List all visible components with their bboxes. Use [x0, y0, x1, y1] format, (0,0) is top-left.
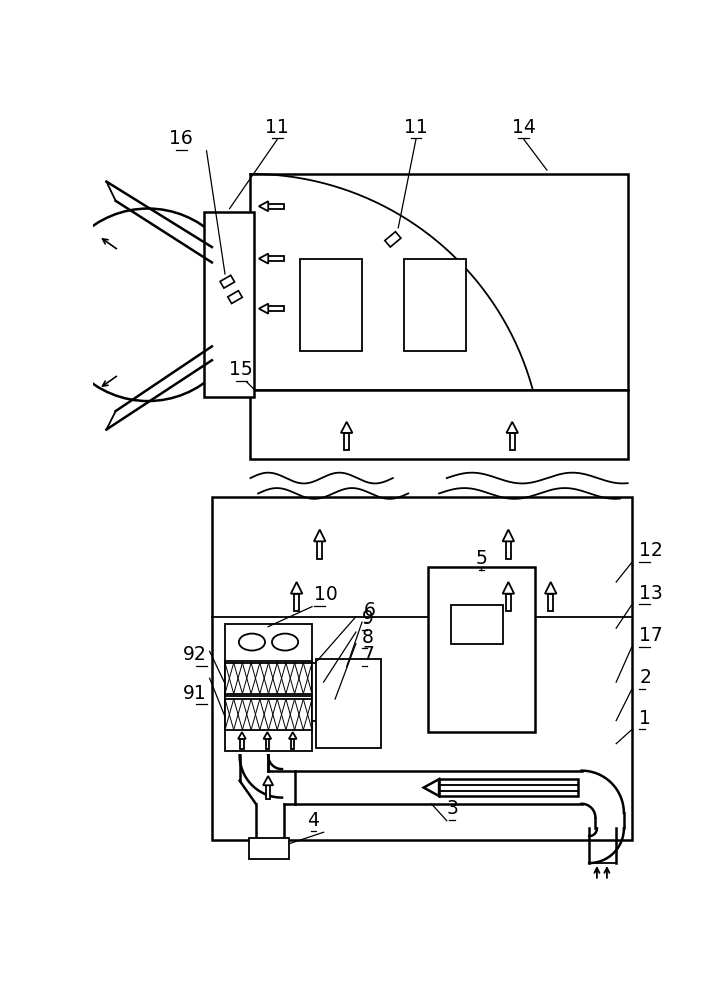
Ellipse shape [239, 634, 265, 651]
Bar [291, 739, 295, 749]
Polygon shape [263, 776, 273, 785]
Polygon shape [228, 291, 242, 304]
Bar [317, 541, 322, 559]
Text: 4: 4 [308, 811, 319, 830]
Bar [428, 567, 535, 732]
Circle shape [52, 209, 244, 401]
Polygon shape [220, 275, 234, 288]
Bar [404, 259, 466, 351]
Bar [212, 497, 632, 840]
Polygon shape [259, 304, 268, 314]
Bar [301, 259, 362, 351]
Bar [204, 212, 254, 397]
Ellipse shape [272, 634, 298, 651]
Bar [250, 174, 628, 389]
Bar [268, 256, 284, 261]
Bar [250, 390, 628, 459]
Polygon shape [314, 530, 325, 541]
Polygon shape [507, 422, 518, 433]
Text: 1: 1 [640, 709, 651, 728]
Polygon shape [259, 254, 268, 264]
Polygon shape [264, 732, 272, 739]
Bar [439, 779, 578, 796]
Text: 12: 12 [640, 541, 663, 560]
Polygon shape [259, 201, 268, 211]
Bar [225, 624, 312, 751]
Bar [312, 663, 335, 721]
Bar [548, 594, 553, 611]
Text: 5: 5 [476, 549, 487, 568]
Bar [268, 306, 284, 311]
Bar [268, 204, 284, 209]
Polygon shape [424, 779, 439, 796]
Bar [225, 699, 312, 730]
Text: 11: 11 [404, 118, 428, 137]
Polygon shape [545, 582, 557, 594]
Polygon shape [502, 582, 514, 594]
Text: 17: 17 [640, 626, 663, 645]
Bar [266, 785, 270, 799]
Text: 10: 10 [314, 585, 338, 604]
Text: 92: 92 [183, 645, 206, 664]
Bar [240, 739, 244, 749]
Text: 11: 11 [266, 118, 289, 137]
Text: 7: 7 [362, 645, 374, 664]
Text: 6: 6 [364, 601, 375, 620]
Bar [266, 739, 269, 749]
Text: 16: 16 [169, 129, 193, 148]
Polygon shape [238, 732, 246, 739]
Bar [294, 594, 299, 611]
Text: 3: 3 [446, 799, 458, 818]
Text: 13: 13 [640, 584, 663, 603]
Polygon shape [385, 232, 401, 247]
Bar [506, 594, 511, 611]
Text: 8: 8 [362, 628, 374, 647]
Bar [510, 433, 515, 450]
Text: 15: 15 [229, 360, 253, 379]
Polygon shape [502, 530, 514, 541]
Polygon shape [341, 422, 352, 433]
Polygon shape [291, 582, 303, 594]
Bar [316, 659, 381, 748]
Text: 9: 9 [362, 609, 374, 628]
Bar [249, 838, 289, 859]
Polygon shape [289, 732, 297, 739]
Bar [451, 605, 503, 644]
Text: 91: 91 [183, 684, 206, 703]
Text: 2: 2 [640, 668, 651, 687]
Text: 14: 14 [512, 118, 536, 137]
Bar [344, 433, 349, 450]
Bar [225, 663, 312, 694]
Bar [506, 541, 511, 559]
